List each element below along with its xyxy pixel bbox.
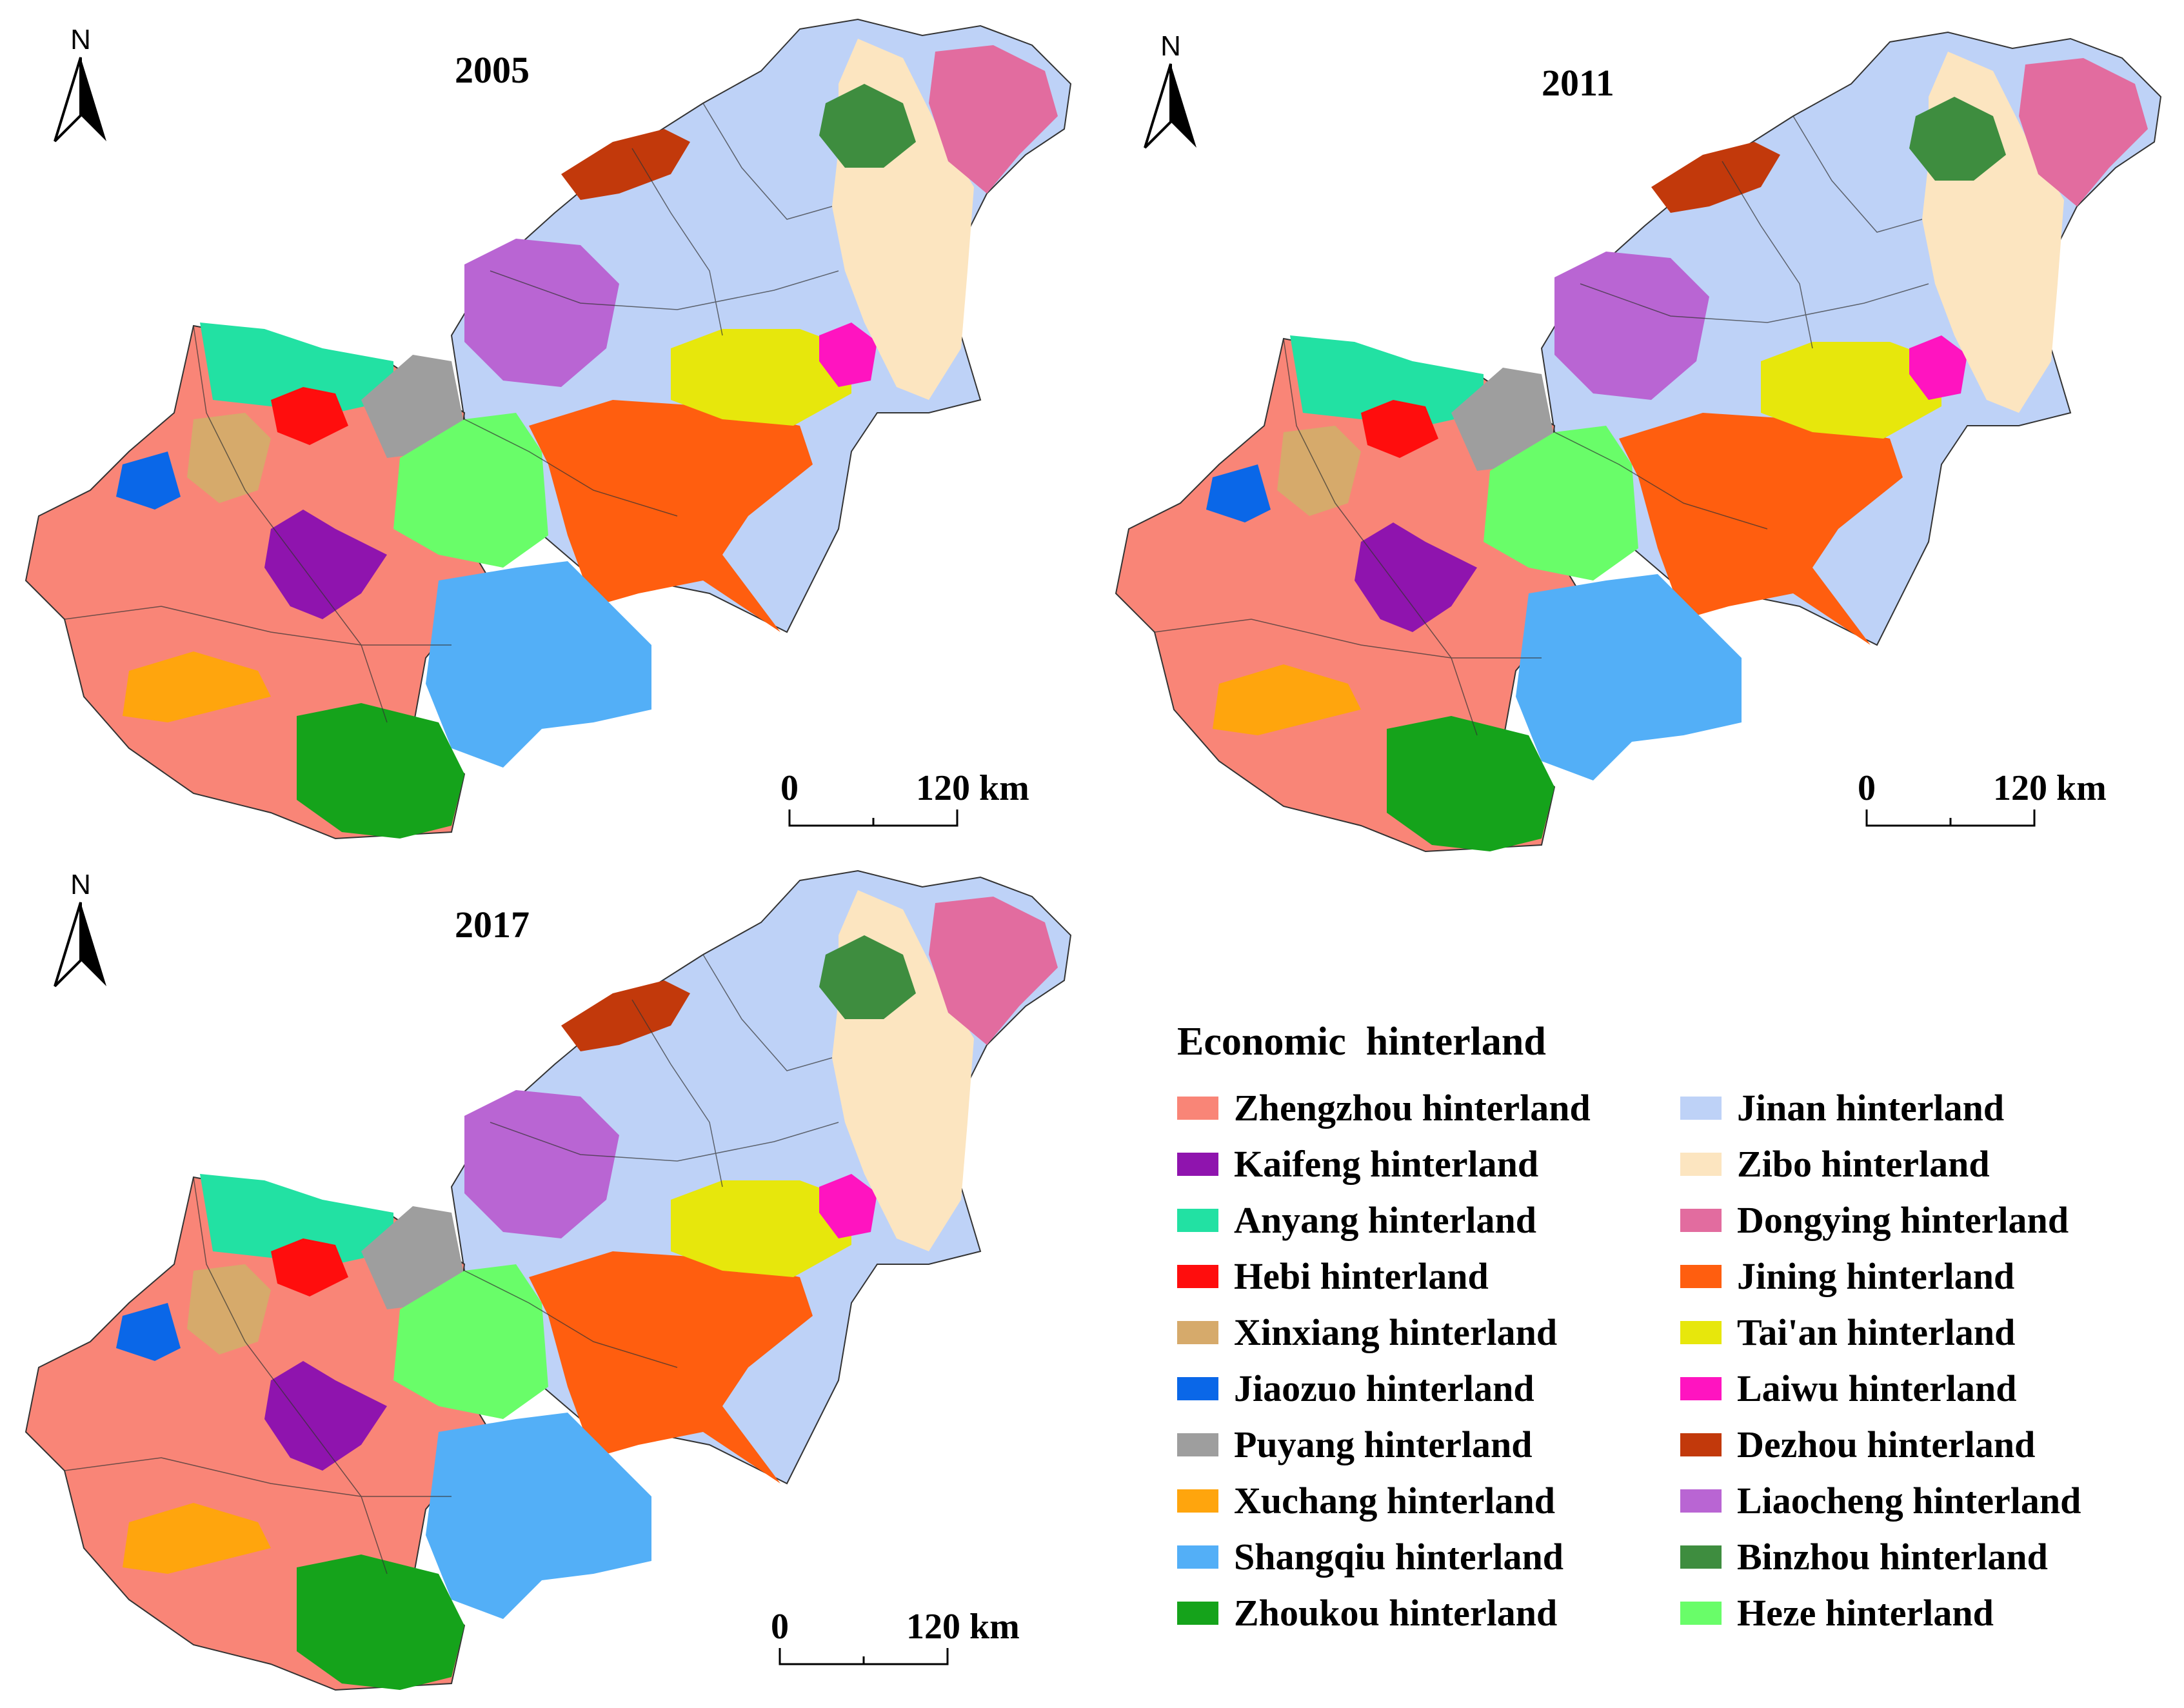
- scale-end: 120 km: [906, 1607, 1020, 1647]
- legend-label: Zibo hinterland: [1737, 1143, 1990, 1185]
- legend-label: Tai'an hinterland: [1737, 1311, 2016, 1353]
- legend-label: Hebi hinterland: [1234, 1255, 1489, 1297]
- scale-end: 120 km: [1993, 768, 2107, 808]
- legend-label: Jiaozuo hinterland: [1234, 1367, 1534, 1409]
- legend-swatch: [1680, 1264, 1722, 1288]
- legend-swatch: [1177, 1545, 1218, 1569]
- legend-swatch: [1680, 1376, 1722, 1400]
- legend-item: Kaifeng hinterland: [1177, 1139, 1680, 1189]
- legend-swatch: [1177, 1320, 1218, 1344]
- legend-item: Dezhou hinterland: [1680, 1420, 2158, 1469]
- north-arrow-icon: N: [1142, 32, 1200, 154]
- legend-swatch: [1177, 1096, 1218, 1120]
- legend-item: Binzhou hinterland: [1680, 1532, 2158, 1582]
- legend-label: Xuchang hinterland: [1234, 1480, 1555, 1522]
- map-year-title: 2011: [1542, 62, 1614, 104]
- scale-start: 0: [771, 1607, 789, 1647]
- scale-start: 0: [780, 768, 799, 808]
- north-arrow-icon: N: [52, 871, 110, 993]
- legend-item: Jinan hinterland: [1680, 1083, 2158, 1133]
- scale-bar: 0 120 km: [758, 1606, 1042, 1683]
- legend-swatch: [1177, 1152, 1218, 1176]
- legend-swatch: [1177, 1433, 1218, 1456]
- legend-swatch: [1680, 1601, 1722, 1625]
- legend-label: Zhengzhou hinterland: [1234, 1087, 1591, 1129]
- legend-label: Jining hinterland: [1737, 1255, 2015, 1297]
- legend-item: Zhengzhou hinterland: [1177, 1083, 1680, 1133]
- legend-label: Xinxiang hinterland: [1234, 1311, 1558, 1353]
- legend-title: Economic hinterland: [1177, 1020, 1546, 1064]
- legend: Economic hinterland Zhengzhou hinterland…: [1177, 1019, 2158, 1638]
- legend-swatch: [1177, 1489, 1218, 1513]
- map-year-title: 2005: [455, 49, 530, 91]
- legend-item: Hebi hinterland: [1177, 1251, 1680, 1301]
- scale-start: 0: [1858, 768, 1876, 808]
- scale-bar: 0 120 km: [1845, 768, 2129, 845]
- legend-item: Dongying hinterland: [1680, 1195, 2158, 1245]
- legend-item: Puyang hinterland: [1177, 1420, 1680, 1469]
- map-panel-2005: 2005 N 0 120 km: [0, 0, 1097, 851]
- legend-label: Shangqiu hinterland: [1234, 1536, 1564, 1578]
- hinterland-map-2011: [1115, 32, 2161, 852]
- legend-item: Xinxiang hinterland: [1177, 1307, 1680, 1357]
- legend-swatch: [1680, 1096, 1722, 1120]
- legend-label: Zhoukou hinterland: [1234, 1592, 1558, 1634]
- map-panel-2011: 2011 N 0 120 km: [1090, 13, 2184, 864]
- legend-swatch: [1177, 1208, 1218, 1232]
- legend-item: Jining hinterland: [1680, 1251, 2158, 1301]
- legend-swatch: [1680, 1489, 1722, 1513]
- scale-bar: 0 120 km: [768, 768, 1051, 845]
- legend-swatch: [1177, 1601, 1218, 1625]
- legend-label: Puyang hinterland: [1234, 1424, 1533, 1465]
- legend-item: Anyang hinterland: [1177, 1195, 1680, 1245]
- legend-label: Dezhou hinterland: [1737, 1424, 2036, 1465]
- legend-item: Liaocheng hinterland: [1680, 1476, 2158, 1525]
- map-panel-2017: 2017 N 0 120 km: [0, 851, 1097, 1703]
- legend-label: Dongying hinterland: [1737, 1199, 2069, 1241]
- legend-item: Laiwu hinterland: [1680, 1364, 2158, 1413]
- legend-item: Tai'an hinterland: [1680, 1307, 2158, 1357]
- legend-swatch: [1680, 1433, 1722, 1456]
- legend-item: Zibo hinterland: [1680, 1139, 2158, 1189]
- legend-item: Heze hinterland: [1680, 1588, 2158, 1638]
- legend-swatch: [1680, 1208, 1722, 1232]
- legend-swatch: [1680, 1152, 1722, 1176]
- legend-label: Kaifeng hinterland: [1234, 1143, 1539, 1185]
- legend-label: Heze hinterland: [1737, 1592, 1994, 1634]
- legend-swatch: [1680, 1320, 1722, 1344]
- north-arrow-icon: N: [52, 26, 110, 148]
- legend-swatch: [1680, 1545, 1722, 1569]
- legend-label: Liaocheng hinterland: [1737, 1480, 2081, 1522]
- legend-label: Anyang hinterland: [1234, 1199, 1536, 1241]
- legend-item: Shangqiu hinterland: [1177, 1532, 1680, 1582]
- legend-item: Xuchang hinterland: [1177, 1476, 1680, 1525]
- map-year-title: 2017: [455, 904, 530, 946]
- legend-label: Jinan hinterland: [1737, 1087, 2005, 1129]
- legend-label: Laiwu hinterland: [1737, 1367, 2017, 1409]
- legend-swatch: [1177, 1376, 1218, 1400]
- legend-item: Jiaozuo hinterland: [1177, 1364, 1680, 1413]
- legend-swatch: [1177, 1264, 1218, 1288]
- legend-grid: Zhengzhou hinterland Jinan hinterland Kaif…: [1177, 1083, 2158, 1638]
- legend-item: Zhoukou hinterland: [1177, 1588, 1680, 1638]
- legend-label: Binzhou hinterland: [1737, 1536, 2048, 1578]
- scale-end: 120 km: [916, 768, 1029, 808]
- hinterland-map-2017: [25, 870, 1071, 1691]
- hinterland-map-2005: [25, 19, 1071, 839]
